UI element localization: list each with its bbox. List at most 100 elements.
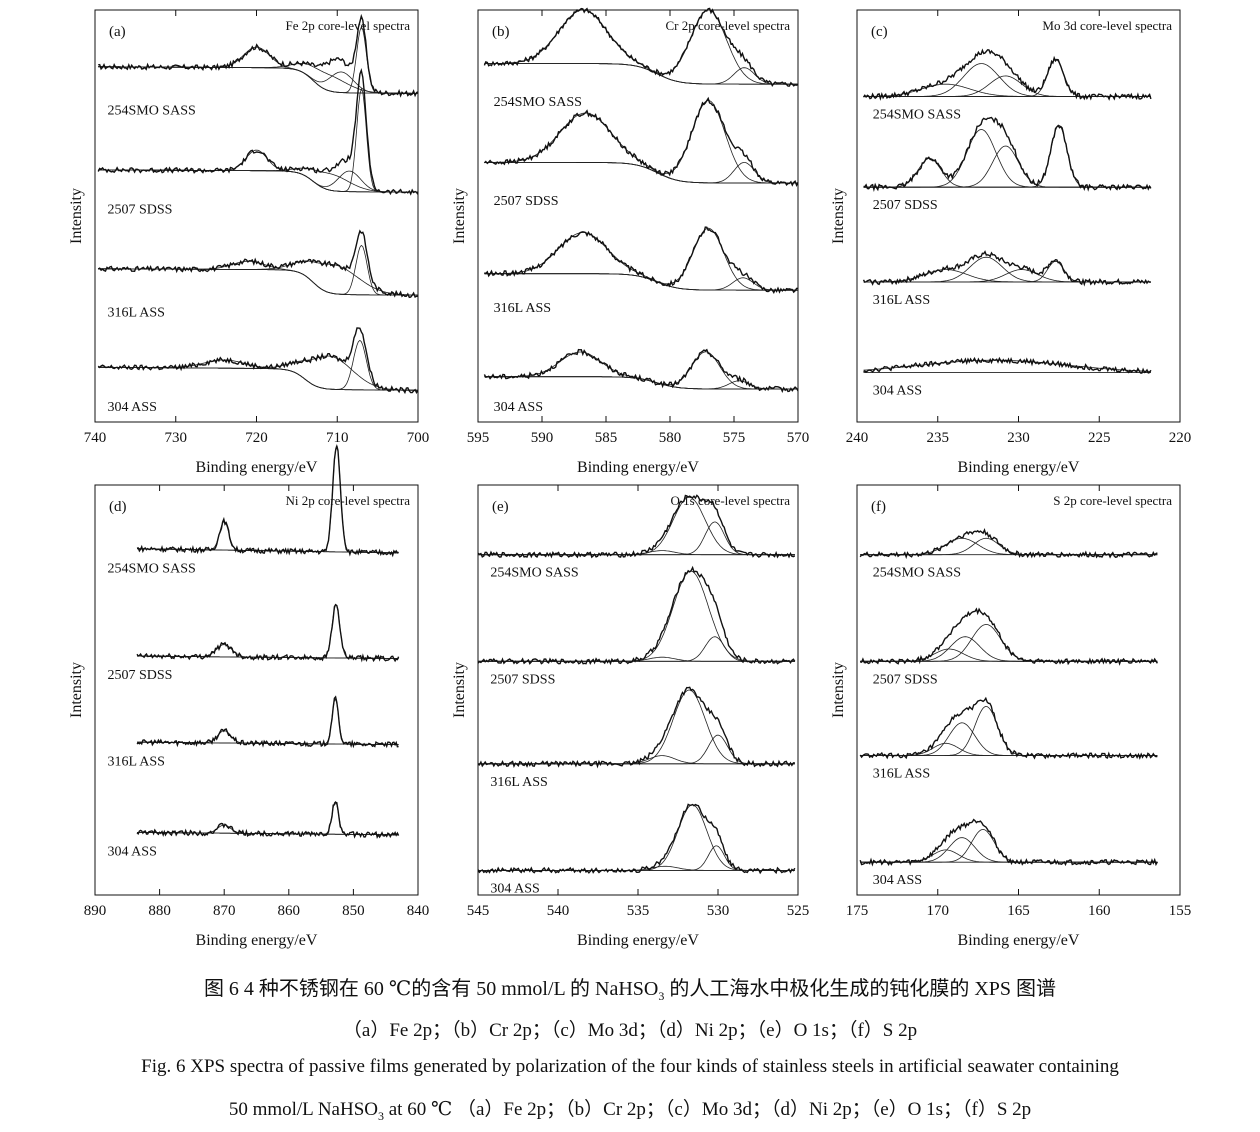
series-label: 304 ASS bbox=[873, 384, 922, 399]
x-axis-label: Binding energy/eV bbox=[958, 459, 1080, 476]
series-e-1: 2507 SDSS bbox=[477, 565, 796, 687]
series-e-0: 254SMO SASS bbox=[477, 494, 796, 581]
series-label: 316L ASS bbox=[107, 305, 164, 320]
spectrum-line bbox=[477, 803, 796, 875]
series-label: 254SMO SASS bbox=[494, 95, 582, 110]
fit-component bbox=[484, 162, 798, 184]
spectrum-line bbox=[477, 565, 796, 666]
fit-component bbox=[863, 145, 1151, 188]
series-d-2: 316L ASS bbox=[107, 695, 399, 769]
fit-component bbox=[478, 689, 795, 765]
x-tick-label: 570 bbox=[787, 430, 810, 446]
background-line bbox=[98, 169, 418, 193]
series-label: 2507 SDSS bbox=[107, 668, 172, 683]
x-tick-label: 525 bbox=[787, 903, 810, 919]
y-axis-label: Intensity bbox=[830, 662, 847, 718]
spectrum-line bbox=[97, 327, 419, 395]
plot-frame bbox=[94, 484, 419, 896]
panel-title: Cr 2p core-level spectra bbox=[665, 18, 790, 33]
spectrum-line bbox=[483, 96, 799, 187]
x-tick-label: 230 bbox=[1007, 430, 1030, 446]
fit-component bbox=[478, 845, 795, 871]
fit-component bbox=[98, 339, 418, 391]
series-label: 316L ASS bbox=[490, 775, 547, 790]
series-label: 316L ASS bbox=[494, 301, 551, 316]
x-tick-label: 175 bbox=[846, 903, 869, 919]
series-label: 304 ASS bbox=[107, 400, 156, 415]
x-tick-label: 730 bbox=[165, 430, 188, 446]
x-tick-label: 890 bbox=[84, 903, 107, 919]
plot-frame bbox=[856, 484, 1181, 896]
y-axis-label: Intensity bbox=[451, 662, 468, 718]
chart-panel-f: 175 170 165 160 155 Binding energy/eV Intensit… bbox=[830, 484, 1192, 949]
chart-panel-a: 740 730 720 710 700 Binding energy/eV Intensit… bbox=[68, 9, 429, 476]
spectrum-line bbox=[483, 7, 799, 88]
caption-english-line1: Fig. 6 XPS spectra of passive films gene… bbox=[141, 1056, 1119, 1077]
x-tick-label: 850 bbox=[342, 903, 365, 919]
spectrum-line bbox=[136, 445, 399, 558]
series-b-2: 316L ASS bbox=[484, 226, 799, 316]
x-tick-label: 240 bbox=[846, 430, 869, 446]
panel-label: (b) bbox=[492, 24, 510, 40]
plot-frame bbox=[477, 9, 799, 423]
spectrum-line bbox=[136, 695, 399, 749]
series-label: 2507 SDSS bbox=[873, 672, 938, 687]
spectrum-line bbox=[484, 226, 799, 294]
series-f-1: 2507 SDSS bbox=[860, 607, 1158, 687]
spectrum-line bbox=[859, 696, 1158, 760]
x-tick-label: 155 bbox=[1169, 903, 1192, 919]
x-tick-label: 710 bbox=[326, 430, 349, 446]
spectrum-line bbox=[862, 250, 1151, 287]
series-f-2: 316L ASS bbox=[859, 696, 1158, 782]
series-label: 316L ASS bbox=[873, 767, 930, 782]
x-tick-label: 740 bbox=[84, 430, 107, 446]
fit-component bbox=[863, 256, 1151, 283]
series-c-3: 304 ASS bbox=[863, 356, 1152, 399]
spectrum-line bbox=[859, 818, 1159, 867]
x-tick-label: 540 bbox=[547, 903, 570, 919]
fit-component bbox=[478, 570, 795, 662]
x-tick-label: 530 bbox=[707, 903, 730, 919]
series-label: 2507 SDSS bbox=[494, 194, 559, 209]
series-c-0: 254SMO SASS bbox=[862, 48, 1152, 123]
series-c-2: 316L ASS bbox=[862, 250, 1151, 308]
series-label: 254SMO SASS bbox=[873, 566, 961, 581]
series-d-0: 254SMO SASS bbox=[107, 443, 399, 577]
series-label: 316L ASS bbox=[873, 293, 930, 308]
series-label: 304 ASS bbox=[873, 873, 922, 888]
fit-component bbox=[860, 849, 1158, 863]
fit-component bbox=[137, 800, 399, 836]
spectrum-line bbox=[862, 48, 1152, 101]
series-b-1: 2507 SDSS bbox=[483, 96, 799, 209]
spectrum-line bbox=[483, 348, 799, 393]
fit-component bbox=[860, 837, 1158, 863]
series-b-0: 254SMO SASS bbox=[483, 7, 799, 110]
series-label: 304 ASS bbox=[107, 845, 156, 860]
x-tick-label: 535 bbox=[627, 903, 650, 919]
fit-component bbox=[860, 623, 1158, 662]
x-tick-label: 225 bbox=[1088, 430, 1111, 446]
x-tick-label: 860 bbox=[278, 903, 301, 919]
caption-chinese-title: 图 6 4 种不锈钢在 60 ℃的含有 50 mmol/L 的 NaHSO3 的… bbox=[203, 978, 1057, 1003]
y-axis-label: Intensity bbox=[451, 188, 468, 244]
fit-component bbox=[98, 355, 419, 391]
series-label: 316L ASS bbox=[107, 754, 164, 769]
x-tick-label: 595 bbox=[467, 430, 490, 446]
fit-component bbox=[484, 100, 798, 184]
series-f-3: 304 ASS bbox=[859, 818, 1159, 888]
spectrum-line bbox=[136, 603, 400, 663]
panel-label: (d) bbox=[109, 499, 127, 515]
spectrum-line bbox=[863, 356, 1152, 374]
chart-panel-d: 890 880 870 860 850 840 Binding energy/eV Inten… bbox=[68, 443, 429, 949]
spectrum-line bbox=[863, 116, 1152, 193]
fit-component bbox=[98, 169, 418, 193]
fit-component bbox=[478, 734, 795, 765]
series-label: 2507 SDSS bbox=[107, 202, 172, 217]
x-tick-label: 720 bbox=[245, 430, 268, 446]
series-label: 304 ASS bbox=[490, 881, 539, 896]
x-tick-label: 585 bbox=[595, 430, 618, 446]
x-axis-label: Binding energy/eV bbox=[577, 459, 699, 476]
spectrum-line bbox=[860, 607, 1158, 666]
series-label: 254SMO SASS bbox=[107, 562, 195, 577]
series-label: 2507 SDSS bbox=[873, 198, 938, 213]
